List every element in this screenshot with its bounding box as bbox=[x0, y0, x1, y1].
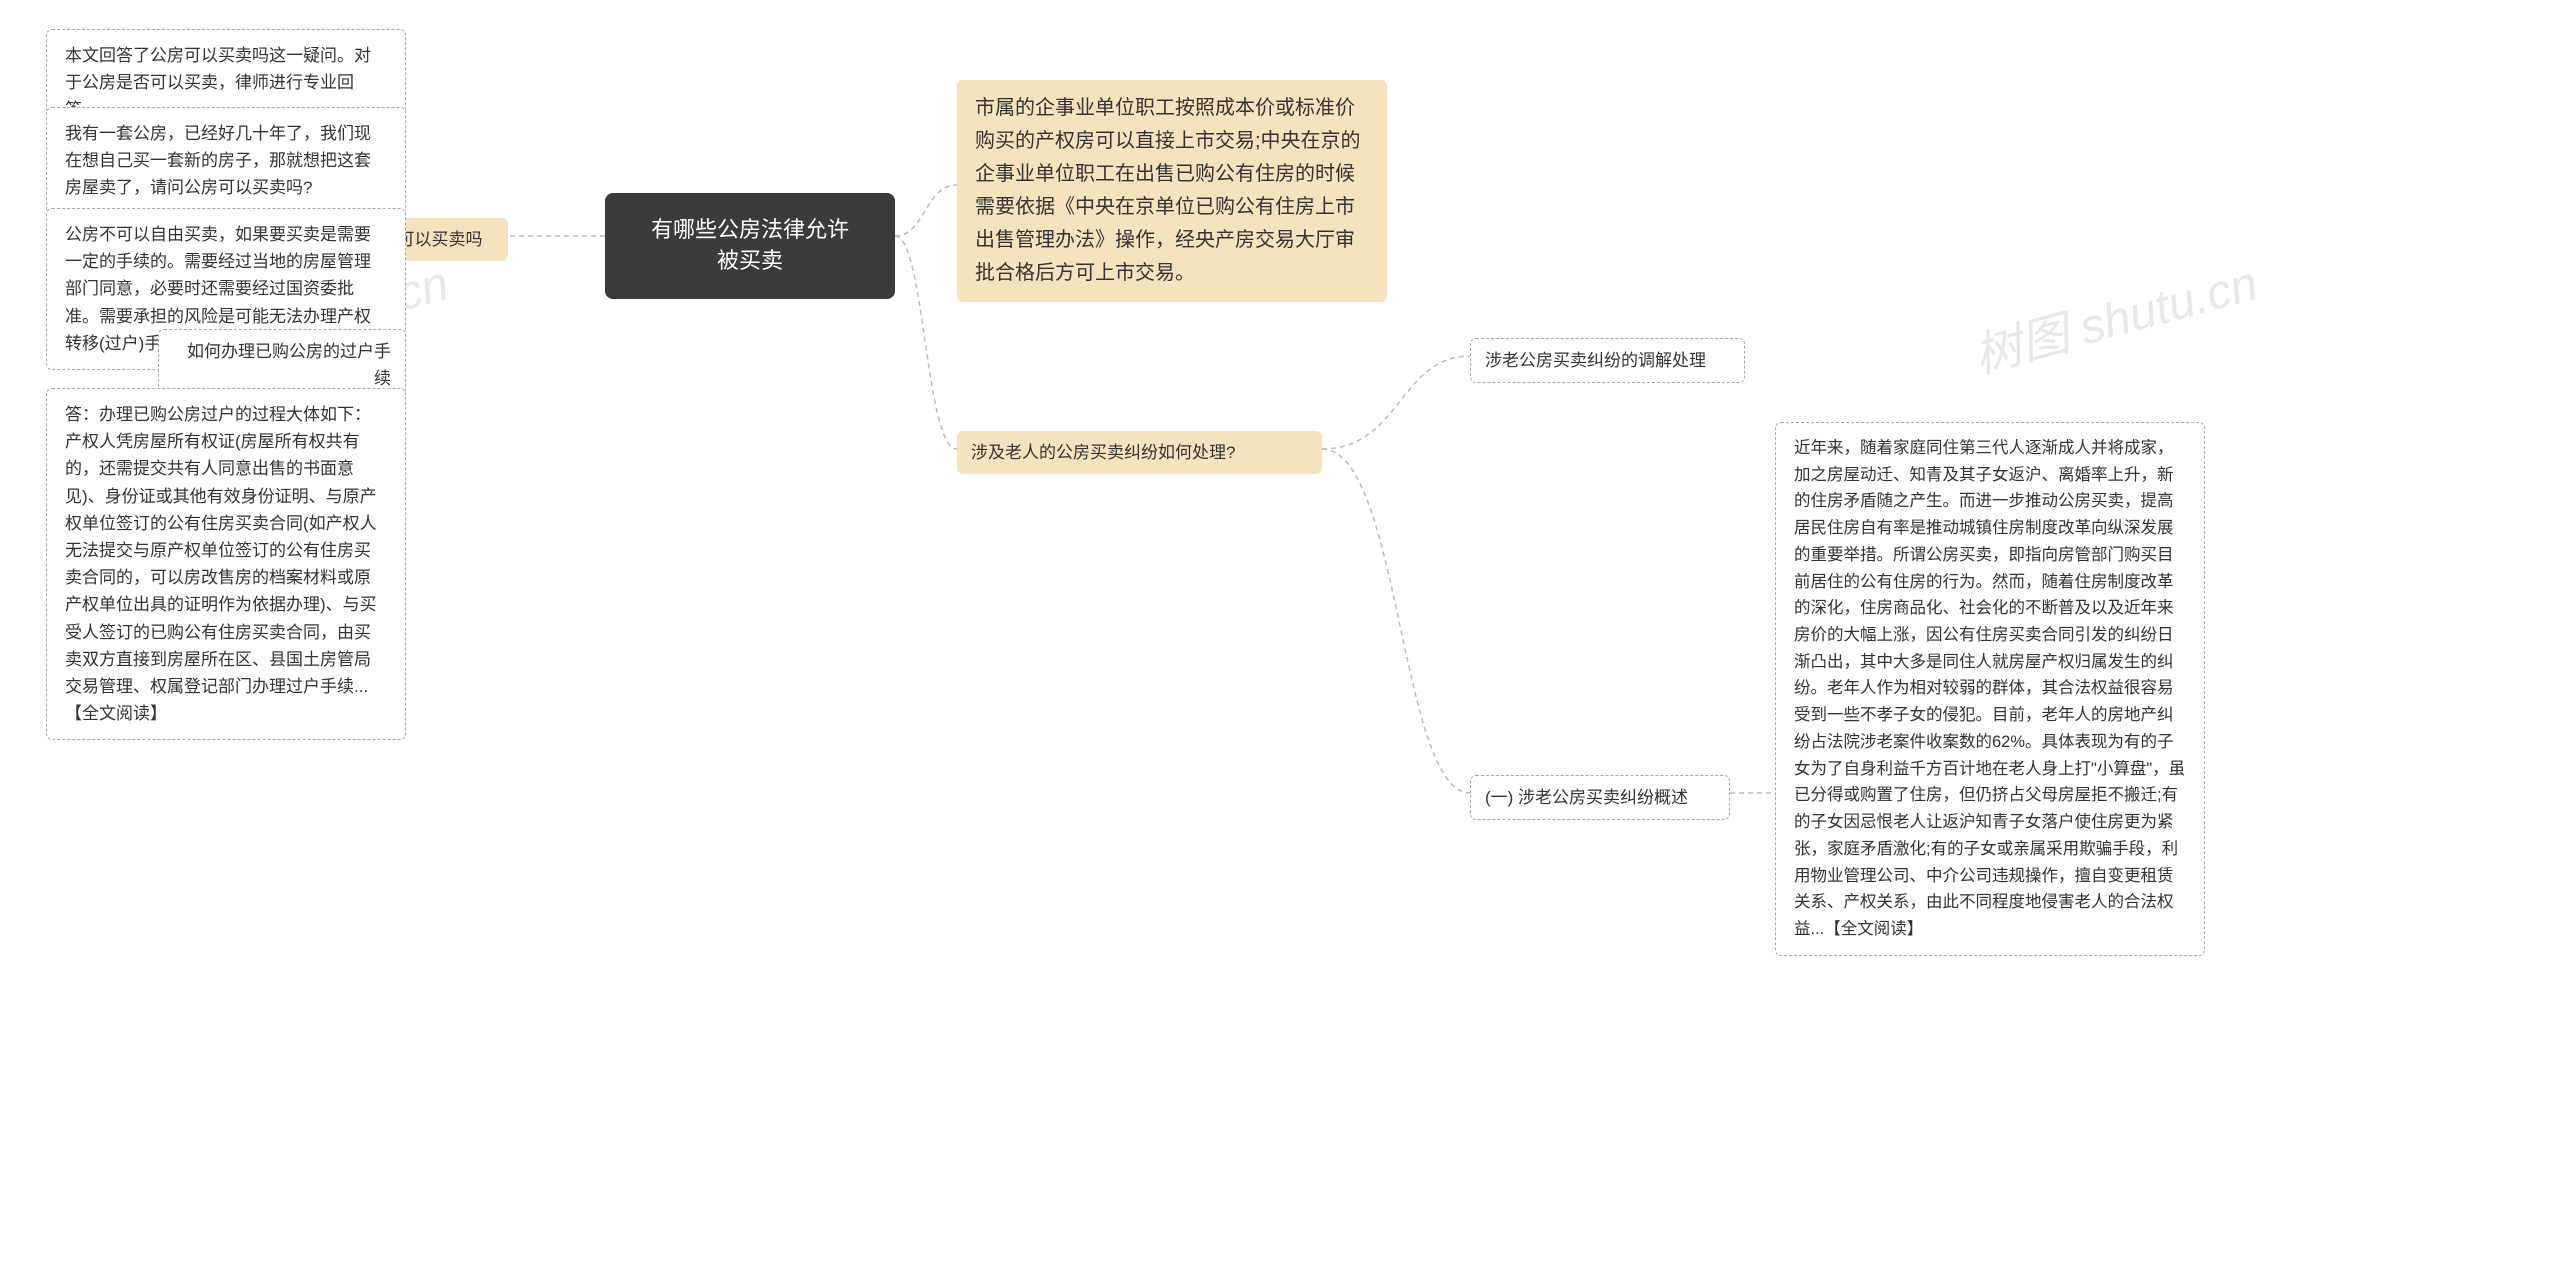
right-branch2-label: 涉及老人的公房买卖纠纷如何处理? bbox=[957, 431, 1322, 474]
center-node: 有哪些公房法律允许被买卖 bbox=[605, 193, 895, 299]
watermark: 树图 shutu.cn bbox=[1965, 244, 2264, 387]
right-sub2-label: (一) 涉老公房买卖纠纷概述 bbox=[1470, 775, 1730, 820]
left-box-2: 我有一套公房，已经好几十年了，我们现在想自己买一套新的房子，那就想把这套房屋卖了… bbox=[46, 107, 406, 215]
right-sub1-label: 涉老公房买卖纠纷的调解处理 bbox=[1470, 338, 1745, 383]
left-box-5: 答：办理已购公房过户的过程大体如下：产权人凭房屋所有权证(房屋所有权共有的，还需… bbox=[46, 388, 406, 740]
right-sub2-content: 近年来，随着家庭同住第三代人逐渐成人并将成家，加之房屋动迁、知青及其子女返沪、离… bbox=[1775, 422, 2205, 956]
right-top-box: 市属的企事业单位职工按照成本价或标准价购买的产权房可以直接上市交易;中央在京的企… bbox=[957, 80, 1387, 302]
